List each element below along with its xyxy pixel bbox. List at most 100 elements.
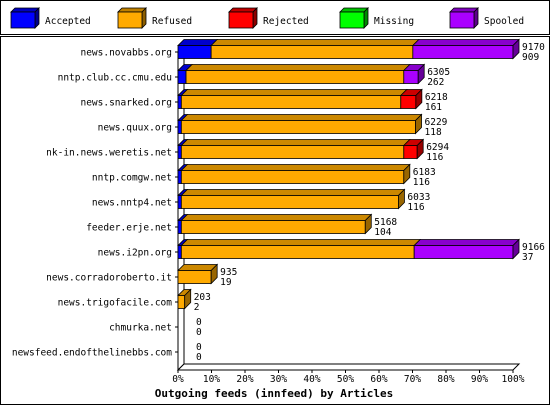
x-tick-label: 0% [172,374,184,385]
legend-swatch-side [473,7,479,29]
legend-item-missing: Missing [339,7,414,29]
bar-top-face [180,139,411,146]
bar-front-face [177,220,182,234]
row-spooled: 0 [196,352,202,363]
bar-side-face [184,288,192,310]
row-label: news.novabbs.org [80,48,172,59]
bar-front-face [180,195,399,209]
row-total: 5168 [374,217,397,228]
legend-swatch [449,11,475,29]
legend-label: Refused [152,16,192,27]
row-label: news.corradoroberto.it [46,273,172,284]
bar-segment-refused [180,139,411,159]
legend-label: Spooled [484,16,524,27]
bar-segment-refused [185,64,411,84]
row-total: 6229 [425,117,448,128]
row-spooled: 161 [425,102,442,113]
row-total: 6294 [426,142,449,153]
bar-segment-accepted [177,39,219,59]
bar-front-face [177,145,182,159]
bar-front-face [180,95,402,109]
bar-front-face [403,70,419,84]
bar-front-face [177,45,212,59]
bar-top-face [177,39,219,46]
row-label: news.trigofacile.com [58,298,173,309]
bar-segment-refused [210,39,420,59]
bar-segment-spooled [413,239,520,259]
row-label: news.i2pn.org [98,248,172,259]
bar-segment-refused [180,114,423,134]
row-spooled: 116 [413,177,430,188]
bar-side-face [415,88,423,110]
legend-swatch-side [363,7,369,29]
bar-top-face [180,164,411,171]
legend-swatch-side [141,7,147,29]
bar-front-face [177,95,182,109]
row-total: 0 [196,317,202,328]
row-label: nk-in.news.weretis.net [46,148,172,159]
bar-front-face [177,170,182,184]
row-spooled: 37 [522,252,533,263]
bar-top-face [180,239,422,246]
bar-front-face [400,95,417,109]
bar-top-face [180,214,373,221]
bar-side-face [364,213,372,235]
bar-front-face [177,120,182,134]
chart-title: Outgoing feeds (innfeed) by Articles [155,387,393,400]
row-spooled: 104 [374,227,391,238]
x-tick-label: 90% [471,374,488,385]
bar-side-face [398,188,405,210]
legend-swatch [117,11,143,29]
bar-segment-refused [180,214,373,234]
bar-front-face [185,70,405,84]
legend-label: Rejected [263,16,309,27]
row-spooled: 116 [426,152,443,163]
row-spooled: 909 [522,52,539,63]
bar-front-face [177,295,186,309]
x-tick-label: 60% [370,374,387,385]
row-label: chmurka.net [109,323,172,334]
bar-segment-refused [180,164,411,184]
x-tick-label: 100% [502,374,525,385]
legend-swatch-side [252,7,258,29]
row-11: chmurka.net 00 [109,317,202,338]
row-label: nntp.comgw.net [92,173,172,184]
row-total: 6218 [425,92,448,103]
row-label: news.nntp4.net [92,198,172,209]
bar-front-face [210,45,414,59]
bar-top-face [185,64,411,71]
legend-swatch-top [339,7,369,13]
x-tick-label: 80% [437,374,454,385]
legend-swatch [228,11,254,29]
bar-front-face [177,70,187,84]
x-tick-label: 40% [303,374,320,385]
bar-front-face [180,170,405,184]
bar-side-face [417,63,425,85]
bar-front-face [177,245,182,259]
row-total: 935 [220,267,237,278]
legend-swatch-top [228,7,258,13]
legend-swatch-top [10,7,40,13]
legend-swatch-top [117,7,147,13]
row-total: 6033 [407,192,430,203]
legend-label: Accepted [45,16,91,27]
x-tick-label: 30% [270,374,287,385]
bar-segment-refused [180,189,406,209]
x-axis: 0% 10% 20% 30% 40% 50% 60% 70% 80% 90% 100% [172,369,525,385]
row-total: 9166 [522,242,545,253]
bar-top-face [413,239,520,246]
bar-top-face [180,89,408,96]
row-label: news.snarked.org [80,98,172,109]
bar-segment-refused [180,89,408,109]
x-tick-label: 50% [337,374,354,385]
bar-top-face [210,39,420,46]
bar-top-face [177,264,219,271]
bar-side-face [415,113,422,135]
bar-segment-refused [180,239,422,259]
